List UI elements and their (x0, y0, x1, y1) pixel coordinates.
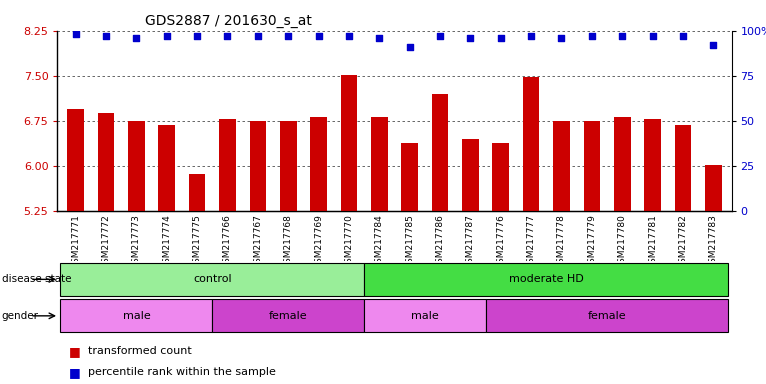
Bar (364, 300, 486, 332)
Bar (675, 125, 691, 211)
Point (191, 33, 203, 39)
Point (586, 33, 598, 39)
Point (161, 33, 173, 39)
Point (495, 35, 507, 41)
Bar (61, 263, 364, 296)
Bar (310, 117, 327, 211)
Text: disease state: disease state (2, 274, 71, 285)
Text: ■: ■ (69, 345, 80, 358)
Bar (159, 125, 175, 211)
Point (373, 35, 385, 41)
Bar (486, 300, 728, 332)
Bar (614, 117, 630, 211)
Point (252, 33, 264, 39)
Bar (219, 119, 236, 211)
Point (464, 35, 476, 41)
Bar (493, 143, 509, 211)
Bar (67, 109, 84, 211)
Text: control: control (193, 274, 231, 285)
Bar (364, 263, 728, 296)
Point (313, 33, 325, 39)
Bar (401, 143, 418, 211)
Text: ■: ■ (69, 366, 80, 379)
Bar (212, 300, 364, 332)
Text: gender: gender (2, 311, 38, 321)
Text: percentile rank within the sample: percentile rank within the sample (88, 367, 276, 377)
Text: female: female (269, 311, 307, 321)
Bar (128, 121, 145, 211)
Point (130, 35, 142, 41)
Bar (432, 94, 448, 211)
Bar (553, 121, 570, 211)
Text: male: male (123, 311, 150, 321)
Bar (522, 77, 539, 211)
Bar (341, 74, 357, 211)
Point (434, 33, 446, 39)
Point (343, 33, 355, 39)
Bar (584, 121, 601, 211)
Point (100, 33, 112, 39)
Point (555, 35, 568, 41)
Point (647, 33, 659, 39)
Point (616, 33, 628, 39)
Point (525, 33, 537, 39)
Text: female: female (588, 311, 627, 321)
Text: moderate HD: moderate HD (509, 274, 584, 285)
Bar (61, 300, 212, 332)
Bar (188, 174, 205, 211)
Bar (250, 121, 267, 211)
Text: GDS2887 / 201630_s_at: GDS2887 / 201630_s_at (145, 14, 312, 28)
Bar (280, 121, 296, 211)
Point (221, 33, 234, 39)
Bar (705, 165, 722, 211)
Point (70, 31, 82, 37)
Text: male: male (411, 311, 439, 321)
Bar (644, 119, 661, 211)
Point (677, 33, 689, 39)
Text: transformed count: transformed count (88, 346, 192, 356)
Point (707, 42, 719, 48)
Bar (371, 117, 388, 211)
Bar (462, 139, 479, 211)
Point (404, 44, 416, 50)
Bar (98, 113, 114, 211)
Point (282, 33, 294, 39)
